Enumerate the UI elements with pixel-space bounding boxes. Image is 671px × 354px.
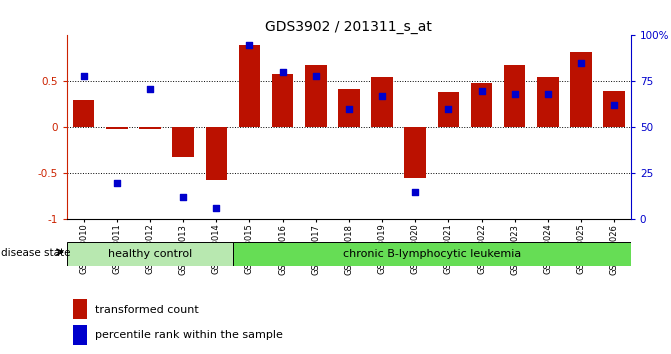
Point [145, 86, 156, 92]
Bar [405, 127, 426, 178]
Point [178, 195, 189, 200]
Point [344, 106, 354, 112]
Bar [570, 52, 592, 127]
Bar [371, 77, 393, 127]
Point [277, 69, 288, 75]
Bar [239, 45, 260, 127]
Point [509, 91, 520, 97]
Point [244, 42, 255, 47]
Point [542, 91, 553, 97]
Point [311, 73, 321, 79]
Bar [537, 77, 559, 127]
Bar [338, 89, 360, 127]
Point [576, 60, 586, 66]
Text: chronic B-lymphocytic leukemia: chronic B-lymphocytic leukemia [343, 249, 521, 259]
Bar [471, 83, 493, 127]
Text: percentile rank within the sample: percentile rank within the sample [95, 330, 283, 340]
Bar [72, 299, 87, 319]
Point [211, 206, 221, 211]
Bar [67, 242, 233, 266]
Bar [305, 65, 327, 127]
Bar [272, 74, 293, 127]
Bar [504, 65, 525, 127]
Bar [139, 127, 161, 129]
Point [609, 103, 619, 108]
Bar [603, 91, 625, 127]
Point [476, 88, 487, 93]
Bar [172, 127, 194, 157]
Text: healthy control: healthy control [108, 249, 192, 259]
Title: GDS3902 / 201311_s_at: GDS3902 / 201311_s_at [266, 21, 432, 34]
Bar [72, 325, 87, 345]
Point [79, 73, 89, 79]
Point [410, 189, 421, 195]
Text: disease state: disease state [1, 248, 70, 258]
Point [376, 93, 387, 99]
Bar [437, 92, 459, 127]
Bar [106, 127, 127, 129]
Bar [233, 242, 631, 266]
Point [111, 180, 122, 185]
Bar [73, 100, 95, 127]
Bar [205, 127, 227, 180]
Point [443, 106, 454, 112]
Text: transformed count: transformed count [95, 305, 199, 315]
